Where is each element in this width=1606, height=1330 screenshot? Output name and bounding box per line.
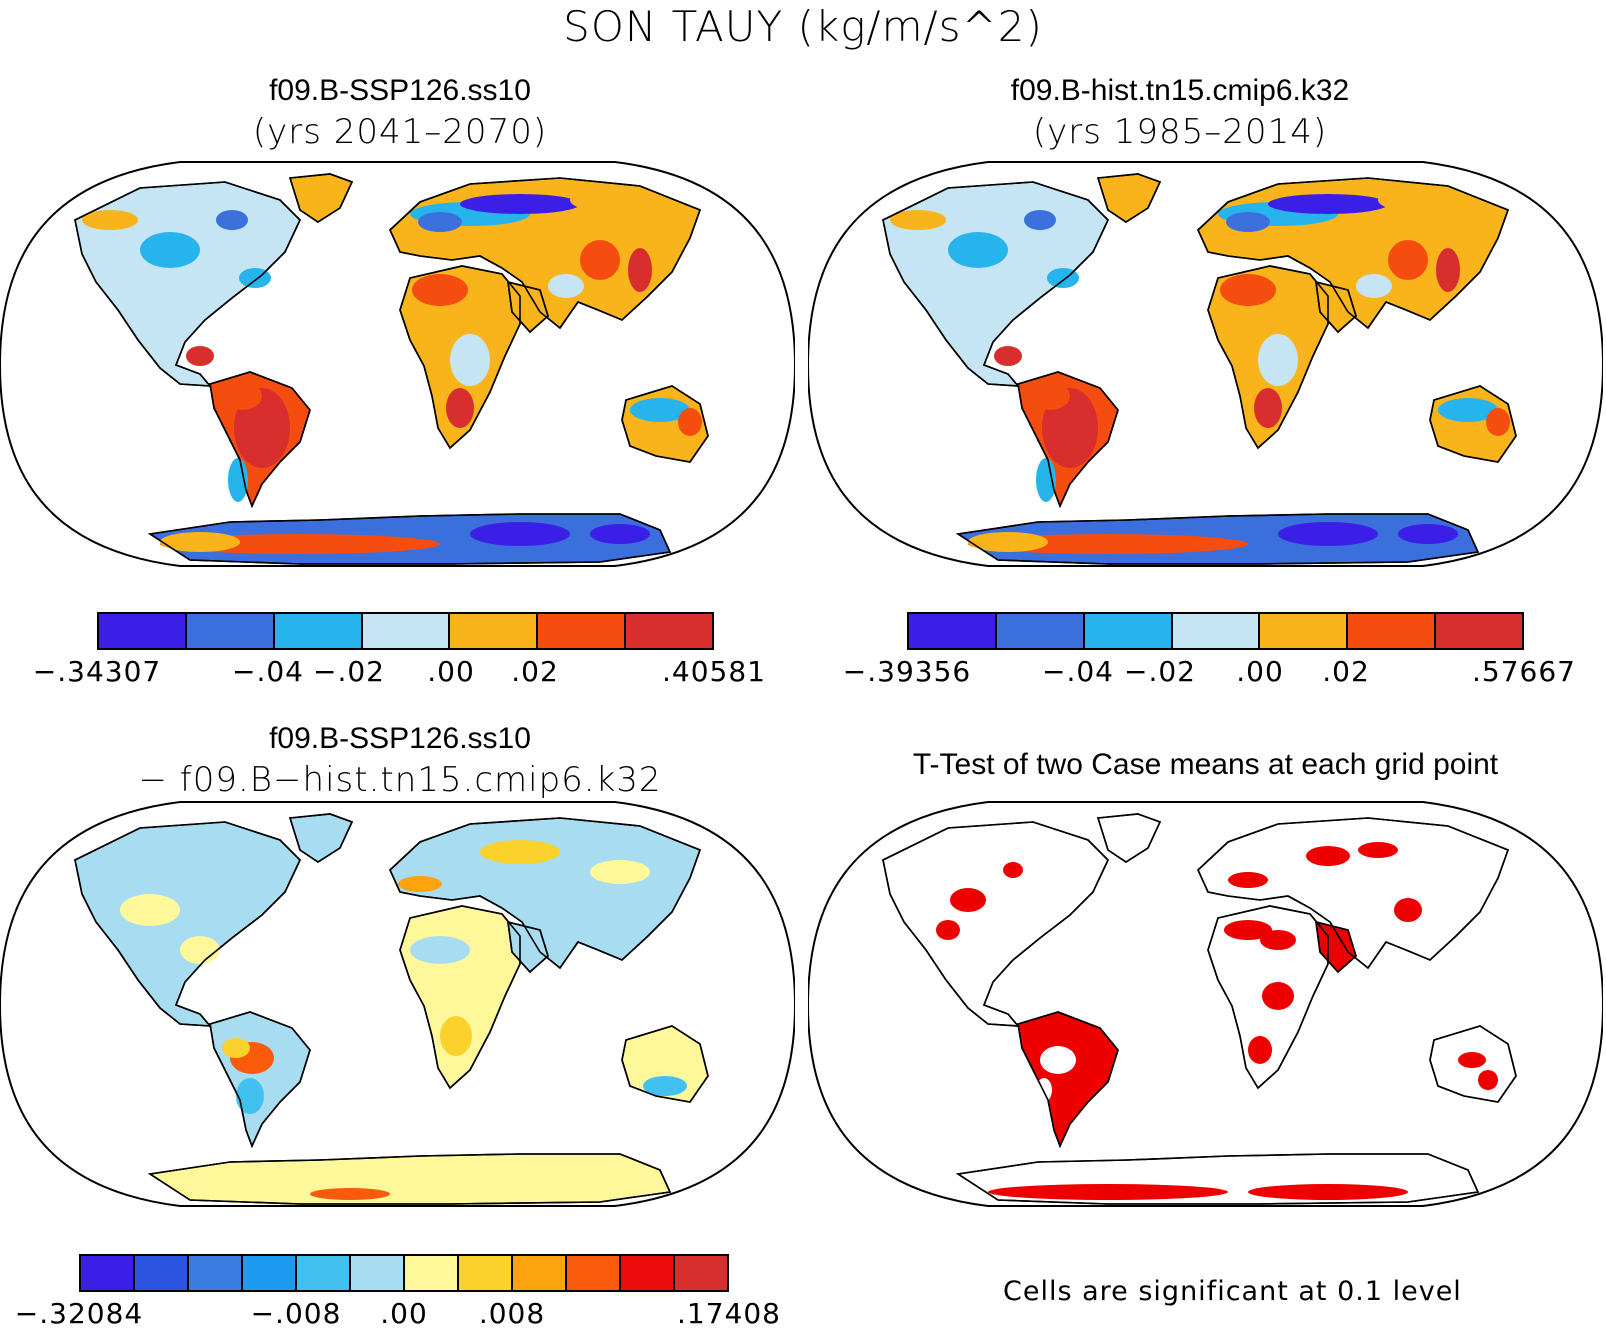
- colorbar-tick-label: .00: [427, 655, 475, 688]
- colorbar-tick-label: −.32084: [14, 1297, 144, 1330]
- colorbar-swatch: [459, 1256, 513, 1290]
- colorbar-tick-label: −.39356: [842, 655, 972, 688]
- colorbar-tick-label: −.04: [1042, 655, 1114, 688]
- panel3-map: [0, 801, 795, 1207]
- colorbar-tick-label: −.02: [1124, 655, 1196, 688]
- colorbar-swatch: [189, 1256, 243, 1290]
- colorbar-swatch: [626, 614, 713, 648]
- colorbar-swatch: [243, 1256, 297, 1290]
- colorbar-tick-label: .02: [1322, 655, 1370, 688]
- colorbar-tick-label: .00: [380, 1297, 428, 1330]
- panel3-subtitle: − f09.B−hist.tn15.cmip6.k32: [138, 760, 662, 800]
- colorbar-swatch: [99, 614, 187, 648]
- colorbar-swatch: [621, 1256, 675, 1290]
- colorbar-swatch: [567, 1256, 621, 1290]
- panel4-title: T-Test of two Case means at each grid po…: [912, 748, 1499, 781]
- colorbar-tick-label: −.008: [250, 1297, 342, 1330]
- colorbar-swatch: [1084, 614, 1173, 648]
- colorbar-tick-label: .40581: [662, 655, 766, 688]
- panel1-subtitle: (yrs 2041–2070): [252, 112, 548, 152]
- colorbar-swatch: [675, 1256, 727, 1290]
- significance-note: Cells are significant at 0.1 level: [1003, 1276, 1462, 1307]
- colorbar-swatch: [1260, 614, 1349, 648]
- colorbar-swatch: [405, 1256, 459, 1290]
- colorbar-swatch: [81, 1256, 135, 1290]
- panel2-colorbar: [907, 612, 1524, 650]
- panel1-title: f09.B-SSP126.ss10: [269, 74, 531, 107]
- panel3-colorbar: [79, 1254, 729, 1292]
- panel2-subtitle: (yrs 1985–2014): [1032, 112, 1328, 152]
- panel1-map: [0, 161, 795, 567]
- colorbar-swatch: [274, 614, 363, 648]
- colorbar-swatch: [135, 1256, 189, 1290]
- panel2-map: [808, 161, 1603, 567]
- panel4-map: [808, 801, 1603, 1207]
- colorbar-tick-label: .57667: [1472, 655, 1576, 688]
- colorbar-tick-label: .00: [1236, 655, 1284, 688]
- colorbar-swatch: [909, 614, 997, 648]
- colorbar-swatch: [996, 614, 1085, 648]
- panel1-colorbar: [97, 612, 714, 650]
- colorbar-swatch: [513, 1256, 567, 1290]
- colorbar-tick-label: −.34307: [32, 655, 162, 688]
- colorbar-swatch: [1172, 614, 1261, 648]
- colorbar-tick-label: .17408: [677, 1297, 781, 1330]
- colorbar-swatch: [297, 1256, 351, 1290]
- colorbar-swatch: [351, 1256, 405, 1290]
- colorbar-tick-label: .008: [478, 1297, 546, 1330]
- colorbar-swatch: [362, 614, 451, 648]
- colorbar-tick-label: −.04: [232, 655, 304, 688]
- figure-title: SON TAUY (kg/m/s^2): [563, 2, 1043, 51]
- colorbar-swatch: [1348, 614, 1437, 648]
- panel2-title: f09.B-hist.tn15.cmip6.k32: [1010, 74, 1350, 107]
- colorbar-tick-label: −.02: [313, 655, 385, 688]
- colorbar-swatch: [538, 614, 627, 648]
- colorbar-swatch: [186, 614, 275, 648]
- colorbar-swatch: [1436, 614, 1523, 648]
- panel3-title: f09.B-SSP126.ss10: [269, 722, 531, 755]
- colorbar-tick-label: .02: [511, 655, 559, 688]
- colorbar-swatch: [450, 614, 539, 648]
